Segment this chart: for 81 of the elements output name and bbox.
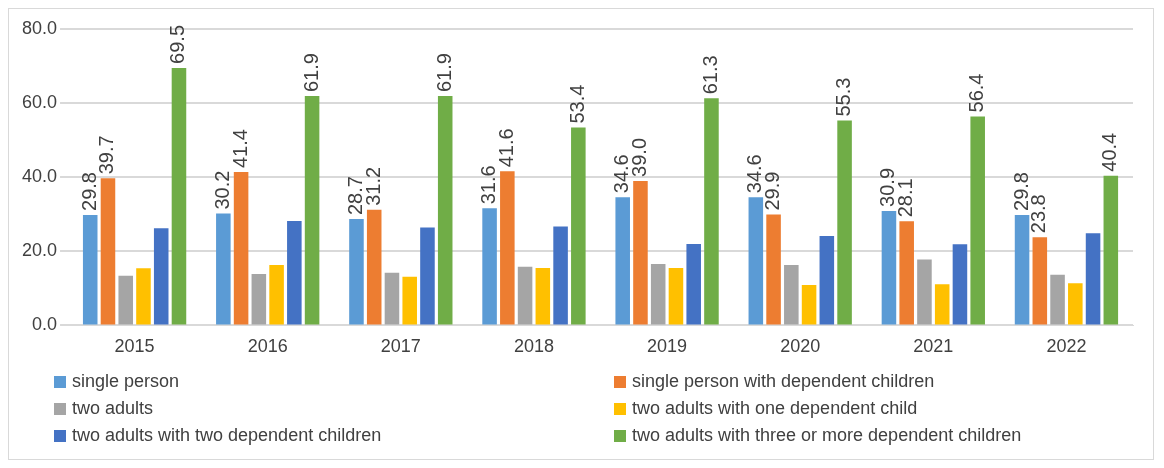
- bar: [650, 263, 666, 325]
- bar: [269, 265, 284, 325]
- y-tick-label: 20.0: [21, 240, 58, 261]
- bar: [571, 127, 586, 325]
- bar: [899, 221, 914, 325]
- data-label: 41.6: [494, 128, 517, 168]
- legend-label: two adults with one dependent child: [632, 398, 918, 419]
- bar: [686, 243, 701, 325]
- legend-label: single person with dependent children: [632, 371, 935, 392]
- bar: [704, 98, 719, 325]
- bar: [366, 209, 382, 325]
- bar: [952, 244, 968, 325]
- legend-label: single person: [72, 371, 180, 392]
- bar: [1103, 175, 1119, 325]
- bar: [766, 214, 781, 325]
- bar: [819, 236, 835, 325]
- bar: [1014, 214, 1030, 325]
- bar: [615, 197, 630, 325]
- x-tick-label: 2020: [780, 336, 821, 357]
- bar: [535, 267, 551, 325]
- bar: [668, 267, 684, 325]
- legend-label: two adults with three or more dependent children: [632, 425, 1022, 446]
- data-label: 56.4: [965, 73, 988, 113]
- bar: [934, 284, 950, 325]
- y-tick-label: 40.0: [21, 166, 58, 187]
- data-label: 53.4: [565, 84, 588, 124]
- bar: [1085, 233, 1101, 325]
- bar: [748, 197, 764, 325]
- bar: [837, 120, 852, 325]
- bar: [881, 210, 897, 325]
- bar: [100, 178, 116, 325]
- bar: [118, 275, 133, 325]
- y-tick-label: 80.0: [21, 17, 58, 38]
- bar: [304, 96, 320, 325]
- x-tick-label: 2016: [247, 336, 288, 357]
- bar: [82, 214, 98, 325]
- data-label: 61.3: [698, 55, 721, 95]
- x-tick-label: 2021: [913, 336, 954, 357]
- x-tick-label: 2015: [114, 336, 155, 357]
- bar: [251, 273, 267, 325]
- data-label: 55.3: [832, 77, 855, 117]
- bar: [801, 285, 817, 325]
- bar: [917, 259, 932, 325]
- data-label: 29.8: [77, 172, 100, 211]
- bar: [420, 227, 435, 325]
- data-label: 69.5: [166, 24, 189, 64]
- data-label: 41.4: [228, 129, 251, 169]
- data-label: 61.9: [432, 53, 455, 93]
- bar: [633, 180, 648, 325]
- x-tick-label: 2018: [513, 336, 554, 357]
- bar: [384, 272, 400, 325]
- bar: [216, 213, 231, 325]
- bar: [970, 116, 985, 325]
- bar: [153, 228, 169, 325]
- x-tick-label: 2022: [1046, 336, 1087, 357]
- data-label: 31.6: [477, 165, 500, 205]
- bar: [1050, 274, 1065, 325]
- data-label: 40.4: [1098, 132, 1121, 172]
- legend-label: two adults with two dependent children: [72, 425, 382, 446]
- x-tick-label: 2019: [647, 336, 688, 357]
- bar: [1032, 237, 1048, 325]
- bar: [136, 268, 151, 325]
- data-label: 30.2: [210, 170, 233, 210]
- legend-label: two adults: [72, 398, 154, 419]
- bar: [171, 67, 187, 325]
- bar: [437, 96, 453, 325]
- bar: [517, 266, 533, 325]
- bar: [349, 219, 364, 325]
- bar: [402, 276, 417, 325]
- bar: [784, 265, 799, 325]
- y-tick-label: 60.0: [21, 92, 58, 113]
- x-tick-label: 2017: [380, 336, 421, 357]
- bar: [553, 226, 568, 325]
- y-tick-label: 0.0: [32, 314, 58, 335]
- bar: [233, 172, 249, 325]
- data-label: 39.7: [95, 135, 118, 175]
- bar: [1068, 283, 1083, 325]
- bar: [500, 171, 515, 325]
- data-label: 61.9: [299, 53, 322, 93]
- bar: [482, 208, 497, 325]
- bar: [287, 220, 302, 325]
